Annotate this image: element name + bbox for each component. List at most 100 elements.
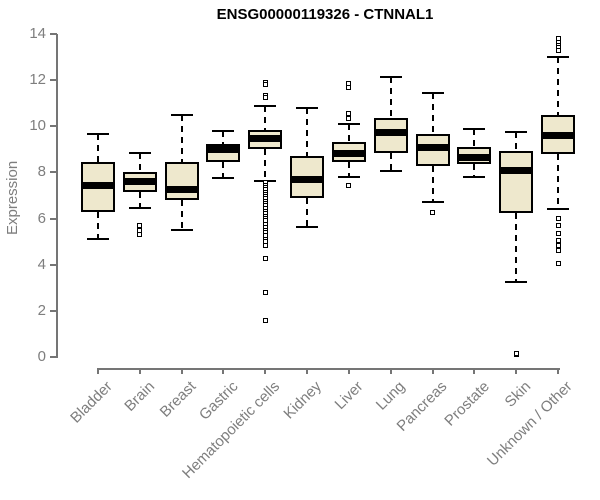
y-tick-label: 2 — [37, 301, 46, 319]
lower-whisker-hematopoietic-cells — [264, 149, 267, 181]
upper-whisker-bladder — [97, 134, 99, 163]
y-tick-label: 14 — [29, 25, 46, 42]
lower-whisker-cap-breast — [170, 229, 193, 232]
x-category-label-liver: Liver — [331, 378, 367, 414]
x-axis-tick — [306, 368, 309, 374]
median-line-breast — [164, 186, 199, 194]
outlier-point-brain — [137, 232, 143, 238]
lower-whisker-lung — [389, 152, 392, 172]
median-line-prostate — [457, 153, 492, 161]
median-line-unknown-other — [541, 132, 576, 139]
upper-whisker-cap-prostate — [463, 127, 486, 130]
x-axis-tick — [431, 368, 434, 374]
upper-whisker-kidney — [306, 107, 309, 157]
upper-whisker-cap-breast — [170, 113, 193, 116]
x-axis-tick — [264, 368, 267, 374]
x-category-label-skin: Skin — [501, 378, 535, 411]
y-axis-tick — [50, 79, 57, 82]
x-axis-tick — [389, 368, 392, 374]
outlier-point-hematopoietic-cells — [262, 256, 268, 262]
y-axis-tick — [50, 309, 57, 312]
outlier-point-hematopoietic-cells — [262, 317, 268, 323]
upper-whisker-liver — [347, 123, 350, 143]
outlier-point-hematopoietic-cells — [262, 289, 268, 295]
lower-whisker-cap-liver — [337, 176, 360, 179]
lower-whisker-unknown-other — [557, 153, 560, 210]
median-line-lung — [373, 128, 408, 136]
upper-whisker-breast — [180, 114, 183, 163]
lower-whisker-prostate — [473, 164, 476, 178]
lower-whisker-cap-skin — [505, 281, 528, 284]
x-axis-tick — [138, 368, 141, 374]
lower-whisker-cap-prostate — [463, 176, 486, 179]
y-axis-tick — [50, 263, 57, 266]
upper-whisker-cap-gastric — [212, 129, 235, 132]
lower-whisker-gastric — [222, 162, 225, 179]
outlier-point-unknown-other — [555, 216, 561, 222]
outlier-point-hematopoietic-cells — [262, 82, 268, 88]
median-line-brain — [122, 178, 157, 186]
outlier-point-skin — [513, 351, 519, 357]
outlier-point-brain — [137, 227, 143, 233]
y-axis-tick — [50, 33, 57, 35]
x-axis-tick — [473, 368, 476, 374]
upper-whisker-cap-unknown-other — [547, 56, 570, 59]
lower-whisker-cap-kidney — [296, 225, 319, 228]
x-category-label-bladder: Bladder — [67, 378, 117, 427]
upper-whisker-cap-brain — [128, 151, 151, 154]
y-axis-line — [56, 34, 58, 358]
y-tick-label: 6 — [37, 209, 46, 227]
x-category-label-lung: Lung — [373, 378, 409, 414]
median-line-pancreas — [415, 143, 450, 151]
outlier-point-unknown-other — [555, 237, 561, 243]
lower-whisker-cap-brain — [128, 207, 151, 210]
outlier-point-unknown-other — [555, 47, 561, 53]
outlier-point-liver — [346, 84, 352, 90]
y-axis-tick — [50, 217, 57, 220]
box-skin — [499, 150, 534, 213]
lower-whisker-breast — [180, 200, 183, 231]
upper-whisker-cap-lung — [379, 75, 402, 78]
lower-whisker-cap-lung — [379, 170, 402, 173]
outlier-point-unknown-other — [555, 248, 561, 254]
y-tick-label: 0 — [37, 348, 46, 365]
y-tick-label: 10 — [29, 117, 46, 135]
upper-whisker-cap-hematopoietic-cells — [254, 104, 277, 107]
upper-whisker-prostate — [473, 128, 476, 148]
lower-whisker-cap-gastric — [212, 177, 235, 180]
x-axis-tick — [222, 368, 225, 374]
x-axis-line — [97, 368, 561, 370]
upper-whisker-skin — [515, 132, 518, 151]
upper-whisker-cap-bladder — [87, 133, 109, 136]
y-axis-tick — [50, 356, 57, 358]
outlier-point-unknown-other — [555, 231, 561, 237]
x-category-label-prostate: Prostate — [440, 378, 493, 430]
upper-whisker-hematopoietic-cells — [264, 105, 267, 130]
upper-whisker-brain — [138, 152, 141, 173]
upper-whisker-lung — [389, 76, 392, 119]
median-line-kidney — [290, 175, 325, 183]
y-tick-label: 12 — [29, 71, 46, 89]
outlier-point-pancreas — [430, 210, 436, 216]
median-line-gastric — [206, 145, 241, 153]
upper-whisker-gastric — [222, 130, 225, 144]
x-axis-tick — [180, 368, 183, 374]
y-axis-tick — [50, 125, 57, 128]
upper-whisker-cap-pancreas — [421, 91, 444, 94]
upper-whisker-cap-skin — [505, 131, 528, 134]
lower-whisker-kidney — [306, 197, 309, 227]
upper-whisker-cap-kidney — [296, 106, 319, 109]
median-line-bladder — [81, 181, 115, 189]
lower-whisker-liver — [347, 162, 350, 178]
lower-whisker-bladder — [97, 211, 99, 240]
x-axis-tick — [347, 368, 350, 374]
outlier-point-hematopoietic-cells — [262, 94, 268, 100]
median-line-liver — [331, 150, 366, 158]
lower-whisker-skin — [515, 212, 518, 282]
lower-whisker-cap-pancreas — [421, 201, 444, 204]
y-tick-label: 4 — [37, 255, 46, 273]
upper-whisker-unknown-other — [557, 57, 560, 115]
x-category-label-brain: Brain — [121, 378, 158, 415]
outlier-point-unknown-other — [555, 261, 561, 267]
